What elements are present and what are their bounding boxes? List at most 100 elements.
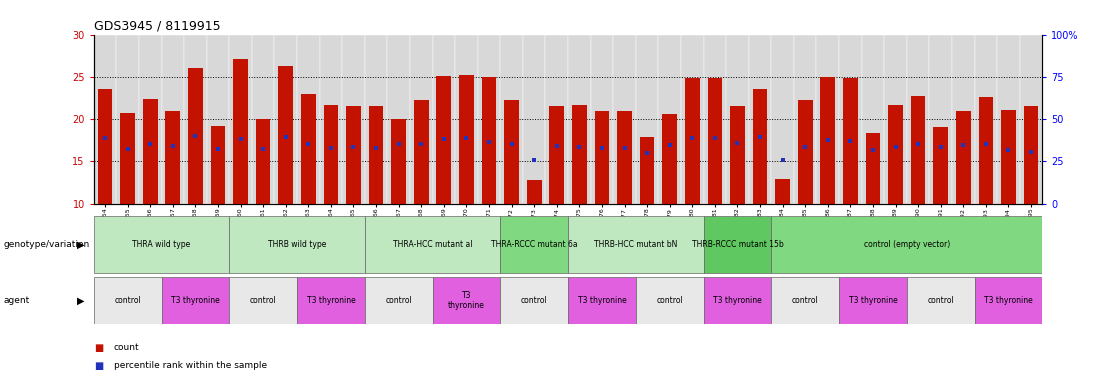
Bar xyxy=(975,35,997,204)
Bar xyxy=(365,35,387,204)
Bar xyxy=(613,35,635,204)
Bar xyxy=(771,277,839,323)
Bar xyxy=(821,77,835,204)
Bar xyxy=(681,35,704,204)
Bar xyxy=(94,277,161,323)
Bar xyxy=(568,277,635,323)
Bar xyxy=(346,106,361,204)
Bar xyxy=(752,89,768,204)
Text: control: control xyxy=(249,296,277,305)
Bar xyxy=(501,216,568,273)
Text: T3 thyronine: T3 thyronine xyxy=(713,296,762,305)
Text: control: control xyxy=(521,296,547,305)
Bar xyxy=(816,35,839,204)
Bar xyxy=(116,35,139,204)
Text: THRA-RCCC mutant 6a: THRA-RCCC mutant 6a xyxy=(491,240,578,249)
Text: T3 thyronine: T3 thyronine xyxy=(848,296,898,305)
Text: THRB-RCCC mutant 15b: THRB-RCCC mutant 15b xyxy=(692,240,783,249)
Bar xyxy=(301,94,315,204)
Text: control: control xyxy=(115,296,141,305)
Text: T3 thyronine: T3 thyronine xyxy=(171,296,219,305)
Bar xyxy=(956,111,971,204)
Text: ▶: ▶ xyxy=(77,240,85,250)
Bar xyxy=(432,277,501,323)
Bar xyxy=(98,89,113,204)
Bar xyxy=(590,35,613,204)
Bar xyxy=(456,35,478,204)
Text: ▶: ▶ xyxy=(77,295,85,306)
Bar xyxy=(952,35,975,204)
Bar xyxy=(184,35,206,204)
Bar xyxy=(933,127,949,204)
Bar xyxy=(278,66,293,204)
Bar xyxy=(797,99,813,204)
Text: T3 thyronine: T3 thyronine xyxy=(307,296,355,305)
Bar xyxy=(662,114,677,204)
Bar xyxy=(139,35,161,204)
Bar xyxy=(911,96,925,204)
Bar xyxy=(794,35,816,204)
Text: THRA wild type: THRA wild type xyxy=(132,240,191,249)
Bar xyxy=(323,105,339,204)
Bar xyxy=(251,35,275,204)
Text: ■: ■ xyxy=(94,361,103,371)
Text: control: control xyxy=(928,296,954,305)
Text: THRB-HCC mutant bN: THRB-HCC mutant bN xyxy=(595,240,677,249)
Bar xyxy=(161,277,229,323)
Bar xyxy=(211,126,225,204)
Bar xyxy=(635,277,704,323)
Bar xyxy=(572,105,587,204)
Bar xyxy=(907,35,930,204)
Bar xyxy=(94,35,116,204)
Text: T3 thyronine: T3 thyronine xyxy=(984,296,1032,305)
Bar xyxy=(975,277,1042,323)
Bar xyxy=(843,78,858,204)
Bar xyxy=(414,99,429,204)
Bar xyxy=(1020,35,1042,204)
Bar xyxy=(229,216,365,273)
Bar xyxy=(432,35,456,204)
Bar xyxy=(997,35,1020,204)
Bar xyxy=(930,35,952,204)
Bar xyxy=(165,111,180,204)
Bar xyxy=(1024,106,1038,204)
Text: T3
thyronine: T3 thyronine xyxy=(448,291,485,310)
Bar xyxy=(501,277,568,323)
Bar xyxy=(229,35,251,204)
Bar xyxy=(771,216,1042,273)
Bar xyxy=(685,78,699,204)
Bar xyxy=(229,277,297,323)
Bar xyxy=(704,35,726,204)
Bar xyxy=(410,35,432,204)
Text: percentile rank within the sample: percentile rank within the sample xyxy=(114,361,267,370)
Bar xyxy=(297,277,365,323)
Text: control: control xyxy=(385,296,413,305)
Text: control: control xyxy=(656,296,683,305)
Bar xyxy=(839,277,907,323)
Bar xyxy=(861,35,885,204)
Bar xyxy=(143,99,158,204)
Bar xyxy=(365,216,501,273)
Text: THRA-HCC mutant al: THRA-HCC mutant al xyxy=(393,240,472,249)
Text: control (empty vector): control (empty vector) xyxy=(864,240,950,249)
Text: agent: agent xyxy=(3,296,30,305)
Bar xyxy=(233,59,248,204)
Bar xyxy=(161,35,184,204)
Bar xyxy=(504,99,518,204)
Bar xyxy=(120,113,135,204)
Bar xyxy=(387,35,410,204)
Bar xyxy=(365,277,432,323)
Bar xyxy=(549,106,564,204)
Bar xyxy=(256,119,270,204)
Bar xyxy=(704,216,771,273)
Bar xyxy=(618,111,632,204)
Bar xyxy=(527,180,542,204)
Bar xyxy=(888,105,903,204)
Bar xyxy=(730,106,745,204)
Bar xyxy=(775,179,790,204)
Text: THRB wild type: THRB wild type xyxy=(268,240,326,249)
Text: genotype/variation: genotype/variation xyxy=(3,240,89,249)
Text: control: control xyxy=(792,296,818,305)
Bar xyxy=(1002,110,1016,204)
Text: T3 thyronine: T3 thyronine xyxy=(578,296,627,305)
